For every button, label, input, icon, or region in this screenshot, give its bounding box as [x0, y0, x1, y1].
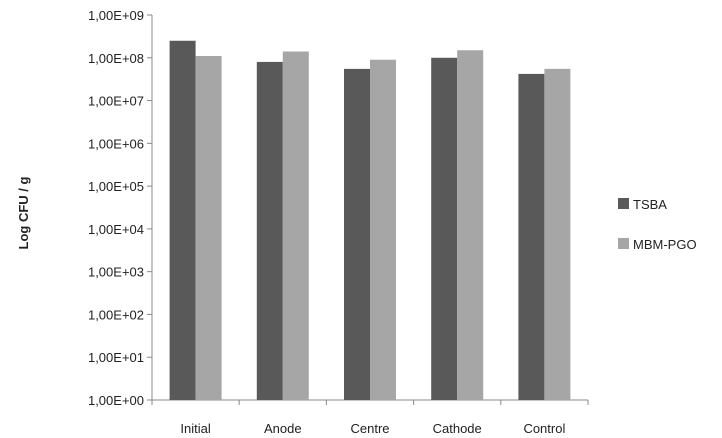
- bar: [169, 40, 196, 400]
- legend-swatch: [618, 198, 629, 209]
- legend-label: MBM-PGO: [633, 237, 697, 252]
- y-tick-label: 1,00E+05: [88, 179, 144, 194]
- y-tick-label: 1,00E+07: [88, 94, 144, 109]
- bar: [282, 51, 309, 401]
- y-tick-label: 1,00E+04: [88, 222, 144, 237]
- bar: [344, 68, 370, 400]
- bar: [457, 50, 484, 400]
- legend-swatch: [618, 238, 629, 249]
- bar: [370, 59, 396, 401]
- x-tick-label: Anode: [264, 421, 302, 436]
- y-axis: 1,00E+00 1,00E+01 1,00E+02 1,00E+03 1,00E+04…: [88, 8, 153, 408]
- bar: [518, 73, 545, 400]
- bar: [195, 56, 222, 401]
- y-tick-label: 1,00E+06: [88, 136, 144, 151]
- x-tick-label: Control: [523, 421, 565, 436]
- bars: [169, 40, 571, 401]
- x-tick-label: Initial: [180, 421, 210, 436]
- y-axis-label: Log CFU / g: [16, 176, 31, 249]
- bar: [544, 68, 571, 400]
- x-tick-label: Cathode: [433, 421, 482, 436]
- x-axis: Initial Anode Centre Cathode Control: [151, 399, 589, 436]
- y-tick-label: 1,00E+01: [88, 350, 144, 365]
- y-tick-label: 1,00E+09: [88, 8, 144, 23]
- x-tick-label: Centre: [350, 421, 389, 436]
- legend-label: TSBA: [633, 197, 667, 212]
- bar: [431, 57, 458, 401]
- y-tick-label: 1,00E+03: [88, 265, 144, 280]
- legend: TSBA MBM-PGO: [618, 197, 697, 252]
- y-tick-label: 1,00E+02: [88, 307, 144, 322]
- bar: [256, 61, 283, 401]
- y-tick-label: 1,00E+00: [88, 393, 144, 408]
- y-tick-label: 1,00E+08: [88, 51, 144, 66]
